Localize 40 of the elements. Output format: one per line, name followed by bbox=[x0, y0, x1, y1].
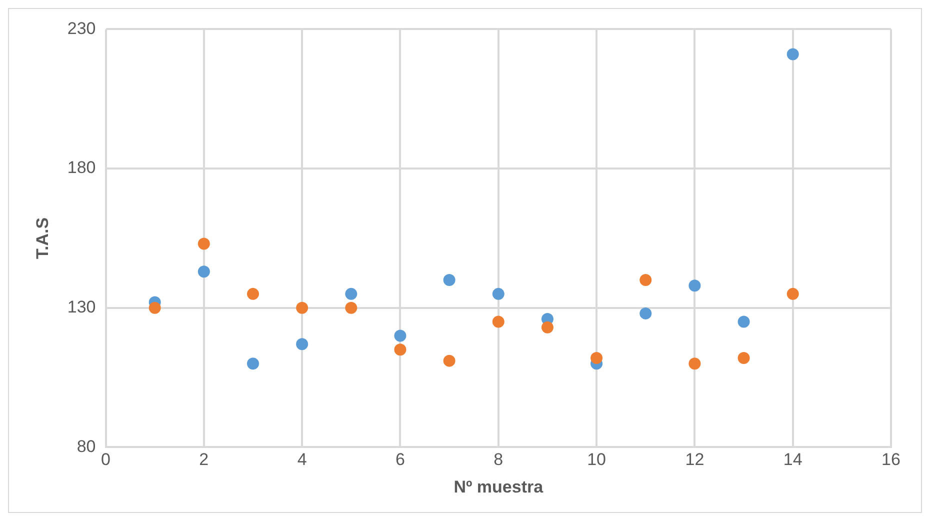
point bbox=[246, 358, 259, 370]
point bbox=[148, 302, 161, 314]
point bbox=[738, 352, 750, 364]
y-tick-label: 230 bbox=[67, 18, 96, 38]
x-tick-label: 6 bbox=[395, 450, 405, 470]
x-tick-label: 10 bbox=[587, 450, 606, 470]
x-tick-label: 14 bbox=[783, 450, 802, 470]
x-tick-label: 16 bbox=[882, 450, 900, 470]
point bbox=[198, 238, 210, 250]
point bbox=[246, 288, 259, 300]
x-tick-label: 8 bbox=[494, 450, 504, 470]
x-tick-label: 0 bbox=[101, 450, 110, 470]
y-tick-label: 180 bbox=[67, 158, 96, 178]
y-axis-title: T.A.S bbox=[32, 217, 52, 259]
point bbox=[394, 330, 406, 342]
point bbox=[640, 274, 652, 286]
point bbox=[688, 358, 701, 370]
point bbox=[738, 316, 750, 328]
point bbox=[786, 48, 799, 60]
point bbox=[492, 316, 504, 328]
point bbox=[541, 321, 554, 334]
point bbox=[688, 280, 701, 292]
point bbox=[443, 354, 456, 367]
point bbox=[786, 288, 799, 300]
point bbox=[345, 302, 358, 314]
x-tick-label: 2 bbox=[199, 450, 209, 470]
point bbox=[296, 338, 308, 350]
point bbox=[394, 344, 406, 356]
point bbox=[590, 352, 603, 364]
point bbox=[443, 274, 456, 286]
point bbox=[198, 266, 210, 278]
point bbox=[345, 288, 358, 300]
y-tick-label: 80 bbox=[76, 436, 96, 456]
x-tick-label: 12 bbox=[685, 450, 704, 470]
point bbox=[640, 307, 652, 320]
y-tick-label: 130 bbox=[67, 298, 96, 317]
point bbox=[296, 302, 308, 314]
x-tick-label: 4 bbox=[297, 450, 307, 470]
x-axis-title: Nº muestra bbox=[454, 477, 544, 496]
point bbox=[492, 288, 504, 300]
